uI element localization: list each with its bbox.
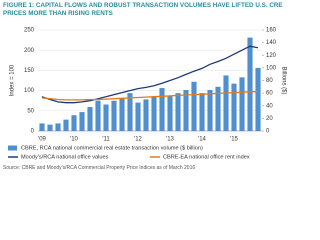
- y2-tick-label: 0: [266, 129, 270, 135]
- x-tick-label: '14: [198, 137, 206, 143]
- bar: [127, 93, 133, 131]
- bar: [71, 115, 77, 131]
- y2-tick-label: 140: [266, 40, 277, 46]
- x-tick-label: '12: [134, 137, 142, 143]
- x-tick-label: '10: [70, 137, 78, 143]
- legend-label: Moody's/RCA national office values: [21, 154, 109, 160]
- x-tick-label: '09: [38, 137, 46, 143]
- bar: [255, 67, 261, 131]
- source-note: Source: CBRE and Moody's/RCA Commercial …: [3, 165, 196, 171]
- line-series: [41, 45, 259, 104]
- bar: [231, 83, 237, 131]
- y2-tick-label: 100: [266, 65, 277, 71]
- bar: [159, 88, 165, 131]
- bar: [183, 89, 189, 131]
- y-tick-label: 150: [24, 68, 35, 74]
- legend-label: CBRE, RCA national commercial real estat…: [21, 145, 203, 151]
- bar: [151, 96, 157, 131]
- bar: [175, 93, 181, 131]
- chart-title: FIGURE 1: CAPITAL FLOWS AND ROBUST TRANS…: [3, 2, 283, 17]
- bar: [79, 112, 85, 131]
- y-tick-label: 0: [31, 129, 35, 135]
- legend-swatch: [8, 145, 17, 151]
- y-tick-label: 250: [24, 28, 35, 34]
- bar: [55, 123, 61, 131]
- bar: [95, 100, 101, 131]
- x-tick-label: '15: [230, 137, 238, 143]
- x-tick-label: '13: [166, 137, 174, 143]
- y2-tick-label: 80: [266, 78, 273, 84]
- y-tick-label: 100: [24, 88, 35, 94]
- bar: [215, 86, 221, 131]
- bar: [143, 99, 149, 131]
- bar: [63, 119, 69, 131]
- x-tick-label: '11: [102, 137, 110, 143]
- bar: [111, 100, 117, 131]
- y2-axis-title: Billions ($): [280, 66, 286, 94]
- bar: [239, 77, 245, 131]
- bar: [191, 81, 197, 131]
- chart: 0 50 100 150 200 250 0 20 40 60 80 100 120 140 160 Inde…: [8, 28, 286, 160]
- y2-tick-label: 160: [266, 28, 277, 34]
- y2-tick-label: 120: [266, 53, 277, 59]
- bar: [119, 98, 125, 131]
- bar: [247, 37, 253, 132]
- y-axis-title: Index = 100: [10, 64, 16, 96]
- bar: [135, 102, 141, 131]
- y-tick-label: 200: [24, 48, 35, 54]
- chart-page: FIGURE 1: CAPITAL FLOWS AND ROBUST TRANS…: [3, 2, 286, 171]
- y2-tick-label: 20: [266, 116, 273, 122]
- bar: [103, 104, 109, 131]
- bar: [199, 93, 205, 131]
- bar: [207, 89, 213, 131]
- legend-label: CBRE-EA national office rent index: [163, 154, 250, 160]
- y2-tick-label: 40: [266, 103, 273, 109]
- bar: [39, 123, 45, 131]
- bar: [223, 75, 229, 131]
- bar: [167, 96, 173, 131]
- bar: [87, 107, 93, 131]
- line-series: [41, 90, 259, 101]
- y2-tick-label: 60: [266, 91, 273, 97]
- y-tick-label: 50: [27, 108, 34, 114]
- bar: [47, 124, 53, 131]
